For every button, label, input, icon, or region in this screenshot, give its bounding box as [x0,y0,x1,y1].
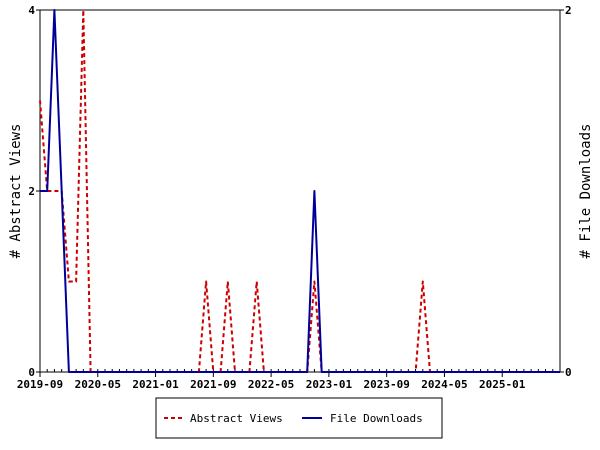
x-tick-label: 2022-05 [248,378,294,391]
legend-label-file-downloads: File Downloads [330,412,423,425]
plot-frame [39,9,561,373]
legend: Abstract Views File Downloads [155,397,443,439]
series-layer [39,9,560,373]
x-tick-label: 2020-05 [75,378,121,391]
y-left-tick-label: 2 [28,185,35,198]
x-tick-label: 2023-01 [306,378,353,391]
y-right-tick-label: 2 [565,4,572,17]
x-ticks: 2019-09 2020-05 2021-01 2021-09 2022-05 2023-… [17,372,526,391]
x-tick-label: 2025-01 [479,378,526,391]
legend-label-abstract-views: Abstract Views [190,412,283,425]
x-tick-label: 2019-09 [17,378,63,391]
y-left-tick-label: 4 [28,4,35,17]
x-tick-label: 2024-05 [421,378,467,391]
y-right-axis-title: # File Downloads [578,124,594,259]
x-tick-label: 2021-09 [190,378,236,391]
series-line-file-downloads [40,9,560,373]
legend-box [155,397,443,439]
x-tick-label: 2023-09 [363,378,409,391]
y-left-tick-label: 0 [28,366,35,379]
x-tick-label: 2021-01 [132,378,179,391]
y-right-tick-label: 0 [565,366,572,379]
y-left-axis-title: # Abstract Views [8,124,24,259]
